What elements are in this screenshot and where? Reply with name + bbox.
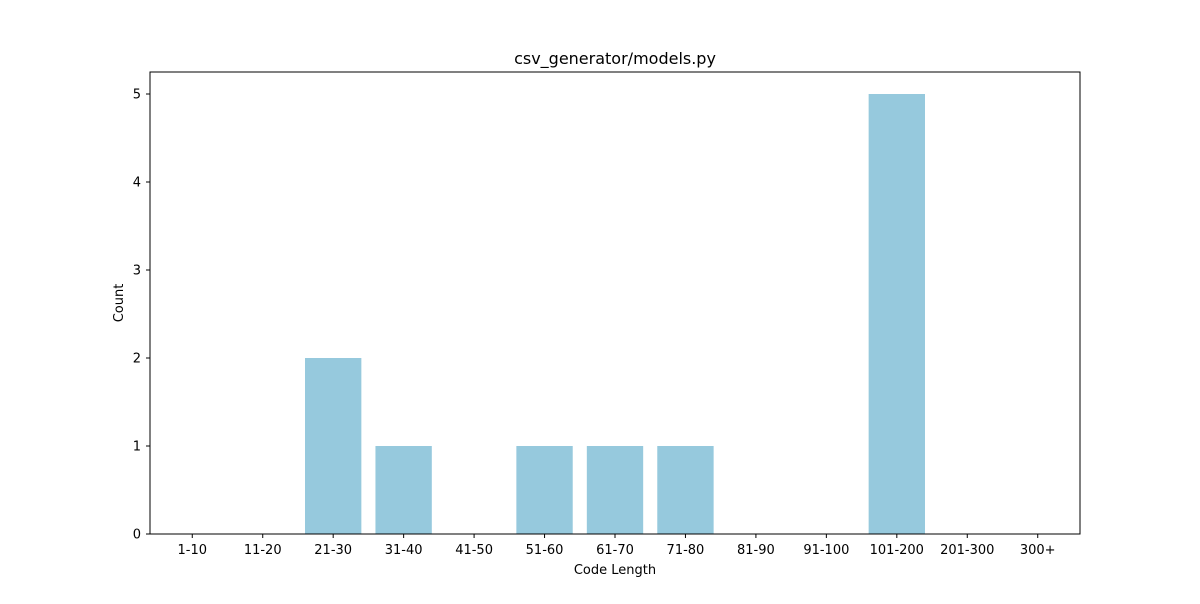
y-tick-label: 0 <box>133 528 141 543</box>
x-tick-label: 61-70 <box>596 543 634 558</box>
y-axis-ticks: 0 1 2 3 4 5 <box>133 88 150 543</box>
x-tick-label: 201-300 <box>940 543 994 558</box>
x-tick-label: 11-20 <box>244 543 282 558</box>
x-tick-label: 101-200 <box>870 543 924 558</box>
chart-title: csv_generator/models.py <box>514 49 716 69</box>
x-tick-label: 81-90 <box>737 543 775 558</box>
x-tick-label: 1-10 <box>178 543 208 558</box>
bar-31-40 <box>375 446 432 534</box>
y-tick-label: 3 <box>133 264 141 279</box>
x-tick-label: 51-60 <box>526 543 564 558</box>
y-axis-label: Count <box>112 284 127 323</box>
y-tick-label: 5 <box>133 88 141 103</box>
y-tick-label: 4 <box>133 176 141 191</box>
bar-51-60 <box>516 446 573 534</box>
y-tick-label: 1 <box>133 440 141 455</box>
x-tick-label: 71-80 <box>667 543 705 558</box>
x-tick-label: 31-40 <box>385 543 423 558</box>
bar-101-200 <box>868 94 925 534</box>
x-axis-label: Code Length <box>574 563 656 578</box>
y-tick-label: 2 <box>133 352 141 367</box>
x-tick-label: 41-50 <box>455 543 493 558</box>
bar-61-70 <box>586 446 644 534</box>
x-tick-label: 91-100 <box>803 543 849 558</box>
x-axis-ticks: 1-10 11-20 21-30 31-40 41-50 51-60 61-70 71-80 8… <box>178 534 1056 558</box>
bar-71-80 <box>657 446 714 534</box>
bar-21-30 <box>305 358 362 534</box>
bars-group <box>305 94 925 534</box>
x-tick-label: 300+ <box>1020 543 1056 558</box>
x-tick-label: 21-30 <box>314 543 352 558</box>
plot-frame <box>149 71 1081 535</box>
